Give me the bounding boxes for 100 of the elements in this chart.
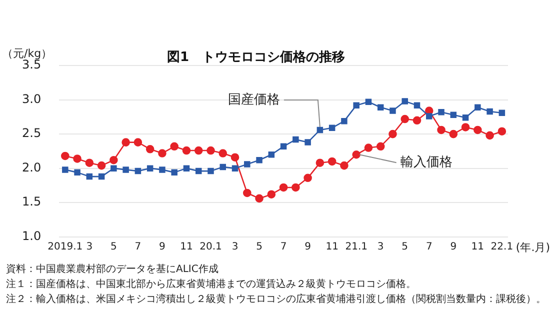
y-tick-label: 3.0 — [22, 92, 42, 106]
x-tick-label: 2019.1 — [48, 241, 83, 252]
x-tick-label: 5 — [110, 241, 117, 252]
point — [474, 126, 482, 134]
y-tick-label: 2.0 — [22, 160, 42, 174]
x-tick-label: 7 — [134, 241, 142, 252]
point — [159, 166, 166, 173]
point — [353, 102, 360, 108]
point — [449, 130, 458, 138]
point — [316, 126, 324, 134]
point — [97, 161, 106, 170]
point — [316, 158, 324, 167]
x-tick-label: 3 — [377, 241, 384, 252]
x-tick-label: 7 — [426, 241, 432, 252]
x-axis-title: (年.月) — [516, 241, 550, 254]
point — [73, 154, 82, 163]
x-tick-label: 11 — [326, 241, 338, 252]
point — [122, 138, 130, 146]
point — [450, 112, 457, 118]
series-label: 輸入価格 — [400, 155, 452, 170]
x-tick-label: 11 — [471, 241, 484, 252]
point — [400, 114, 410, 124]
point — [86, 173, 93, 180]
text: 注２：輸入価格は、米国メキシコ湾積出し２級黄トウモロコシの広東省黄埔港引渡し価格（関税割当数量内：課税後）。 — [6, 292, 547, 307]
y-tick-label: 1.5 — [22, 194, 42, 209]
point — [85, 158, 94, 167]
x-tick-label: 20.1 — [200, 241, 222, 252]
point — [402, 98, 408, 104]
point — [474, 104, 481, 110]
point — [341, 118, 348, 124]
x-tick-label: 3 — [232, 241, 238, 252]
point — [461, 123, 470, 132]
point — [340, 161, 348, 170]
point — [486, 108, 493, 115]
point — [267, 190, 276, 198]
point — [279, 183, 288, 192]
x-tick-label: 11 — [180, 241, 193, 252]
point — [255, 194, 264, 203]
point — [486, 131, 494, 140]
point — [328, 157, 336, 166]
point — [304, 139, 311, 146]
point — [292, 183, 300, 192]
point — [218, 149, 228, 158]
x-tick-label: 5 — [256, 241, 262, 252]
point — [122, 166, 129, 173]
point — [376, 142, 385, 151]
point — [232, 165, 238, 172]
point — [292, 136, 299, 143]
point — [256, 156, 262, 164]
point — [437, 126, 446, 134]
text: 注１：国産価格は、中国東北部から広東省黄埔港までの運賃込み２級黄トウモロコシ価格。 — [6, 278, 417, 292]
point — [183, 165, 190, 172]
point — [412, 116, 422, 125]
point — [206, 146, 215, 155]
point — [304, 174, 312, 182]
point — [328, 124, 336, 132]
point — [220, 164, 226, 170]
point — [146, 165, 154, 172]
point — [498, 127, 506, 136]
x-tick-label: 5 — [402, 241, 408, 252]
point — [390, 108, 396, 114]
point — [498, 110, 506, 116]
point — [365, 98, 372, 106]
point — [110, 156, 118, 164]
point — [158, 149, 166, 158]
x-tick-label: 22.1 — [490, 241, 514, 252]
chart-title: 図1 トウモロコシ価格の推移 — [166, 50, 346, 66]
x-tick-label: 9 — [159, 241, 166, 252]
point — [134, 138, 142, 146]
y-axis-title: （元/kg） — [2, 46, 52, 60]
point — [268, 152, 275, 158]
point — [98, 173, 105, 180]
point — [426, 113, 432, 120]
point — [242, 188, 252, 198]
point — [414, 102, 420, 108]
text: 国産価格 — [228, 91, 280, 108]
point — [170, 142, 178, 151]
point — [244, 161, 250, 168]
point — [364, 144, 373, 152]
text: 資料：中国農業農村部のデータを基にALIC作成 — [6, 262, 220, 277]
point — [194, 146, 203, 155]
x-tick-label: 9 — [450, 241, 457, 252]
point — [438, 109, 444, 116]
point — [171, 169, 178, 176]
x-tick-label: 21.1 — [345, 241, 368, 252]
point — [146, 144, 154, 154]
y-tick-label: 2.5 — [22, 126, 42, 140]
point — [62, 166, 68, 173]
point — [280, 143, 287, 150]
point — [377, 104, 384, 110]
point — [61, 152, 70, 160]
point — [230, 153, 240, 162]
point — [74, 169, 80, 176]
point — [352, 150, 360, 159]
point — [182, 146, 191, 155]
point — [195, 168, 202, 174]
x-tick-label: 7 — [280, 241, 287, 252]
point — [462, 114, 469, 121]
y-tick-label: 1.0 — [22, 228, 42, 243]
x-tick-label: 9 — [304, 241, 311, 252]
